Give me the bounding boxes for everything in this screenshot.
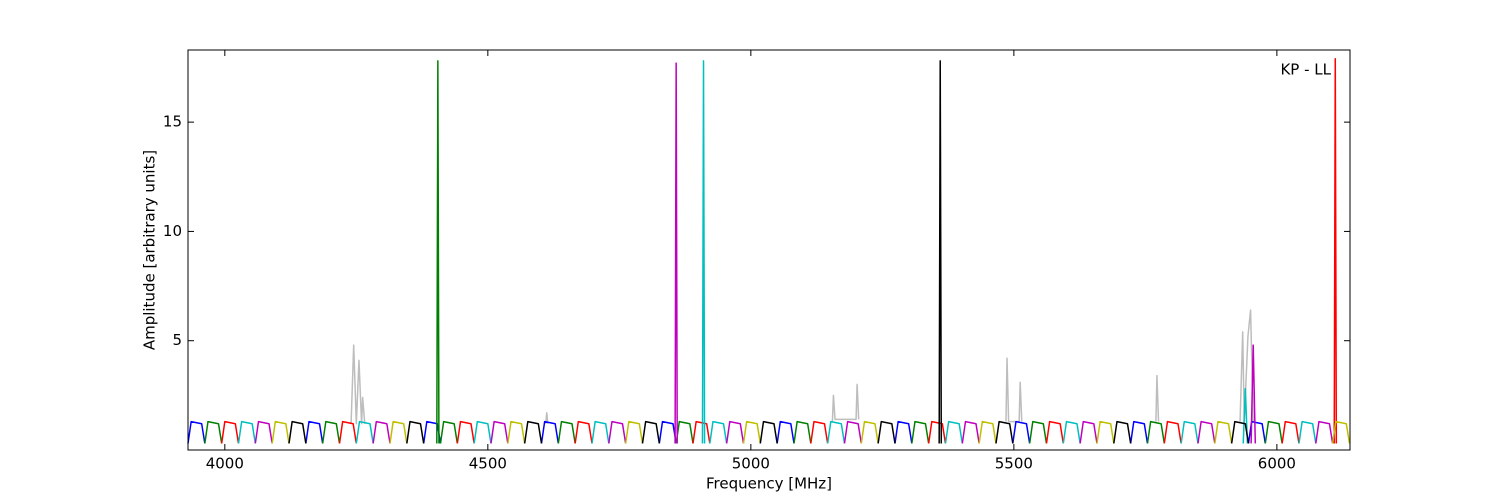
y-tick-label: 5 — [172, 331, 182, 349]
x-tick-label: 5500 — [995, 455, 1033, 473]
y-tick-label: 15 — [163, 113, 182, 131]
x-tick-label: 4500 — [469, 455, 507, 473]
spectrum-line — [237, 60, 1317, 444]
y-axis-label: Amplitude [arbitrary units] — [141, 150, 159, 350]
annotation: KP - LL — [1280, 61, 1331, 79]
x-axis-label: Frequency [MHz] — [706, 475, 832, 493]
x-tick-label: 4000 — [206, 455, 244, 473]
x-tick-label: 6000 — [1258, 455, 1296, 473]
plot-frame — [187, 49, 1351, 451]
spectrum-line — [350, 309, 1254, 425]
spectrum-line — [254, 62, 1334, 444]
spectrum-line — [187, 420, 1267, 444]
spectrum-line — [288, 60, 1250, 444]
plot-area — [187, 57, 1351, 444]
spectrum-line — [271, 420, 1351, 444]
spectrum-line — [220, 57, 1338, 444]
spectrum-line — [204, 60, 1283, 444]
y-tick-label: 10 — [163, 222, 182, 240]
x-tick-label: 5000 — [732, 455, 770, 473]
